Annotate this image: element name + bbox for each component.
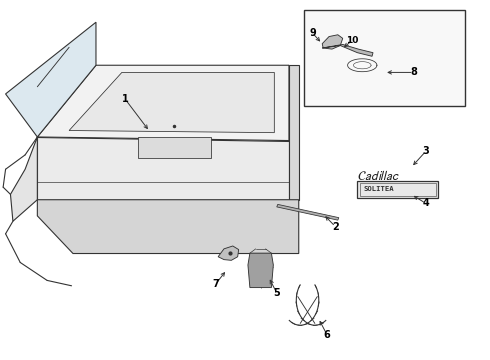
Polygon shape — [37, 137, 289, 200]
Polygon shape — [10, 137, 37, 221]
Bar — [360, 183, 436, 197]
Text: 5: 5 — [273, 288, 280, 298]
Text: 2: 2 — [332, 222, 339, 231]
Bar — [304, 10, 465, 107]
Text: 4: 4 — [422, 198, 429, 208]
Polygon shape — [37, 65, 289, 140]
Polygon shape — [277, 204, 339, 220]
Polygon shape — [138, 137, 211, 158]
Text: 7: 7 — [212, 279, 219, 289]
Text: SOLITEA: SOLITEA — [363, 186, 394, 192]
Bar — [357, 181, 438, 198]
Polygon shape — [248, 253, 273, 288]
Polygon shape — [322, 35, 343, 49]
Text: $\mathcal{Cadillac}$: $\mathcal{Cadillac}$ — [357, 170, 400, 183]
Polygon shape — [5, 22, 96, 137]
Text: 3: 3 — [422, 146, 429, 156]
Text: 10: 10 — [346, 36, 359, 45]
Polygon shape — [322, 44, 373, 56]
Text: 9: 9 — [309, 28, 316, 38]
Polygon shape — [218, 246, 239, 260]
Text: 6: 6 — [324, 330, 330, 340]
Polygon shape — [289, 65, 299, 200]
Text: 8: 8 — [410, 67, 417, 77]
Polygon shape — [37, 200, 299, 253]
Text: 1: 1 — [122, 94, 129, 104]
Polygon shape — [69, 72, 274, 133]
